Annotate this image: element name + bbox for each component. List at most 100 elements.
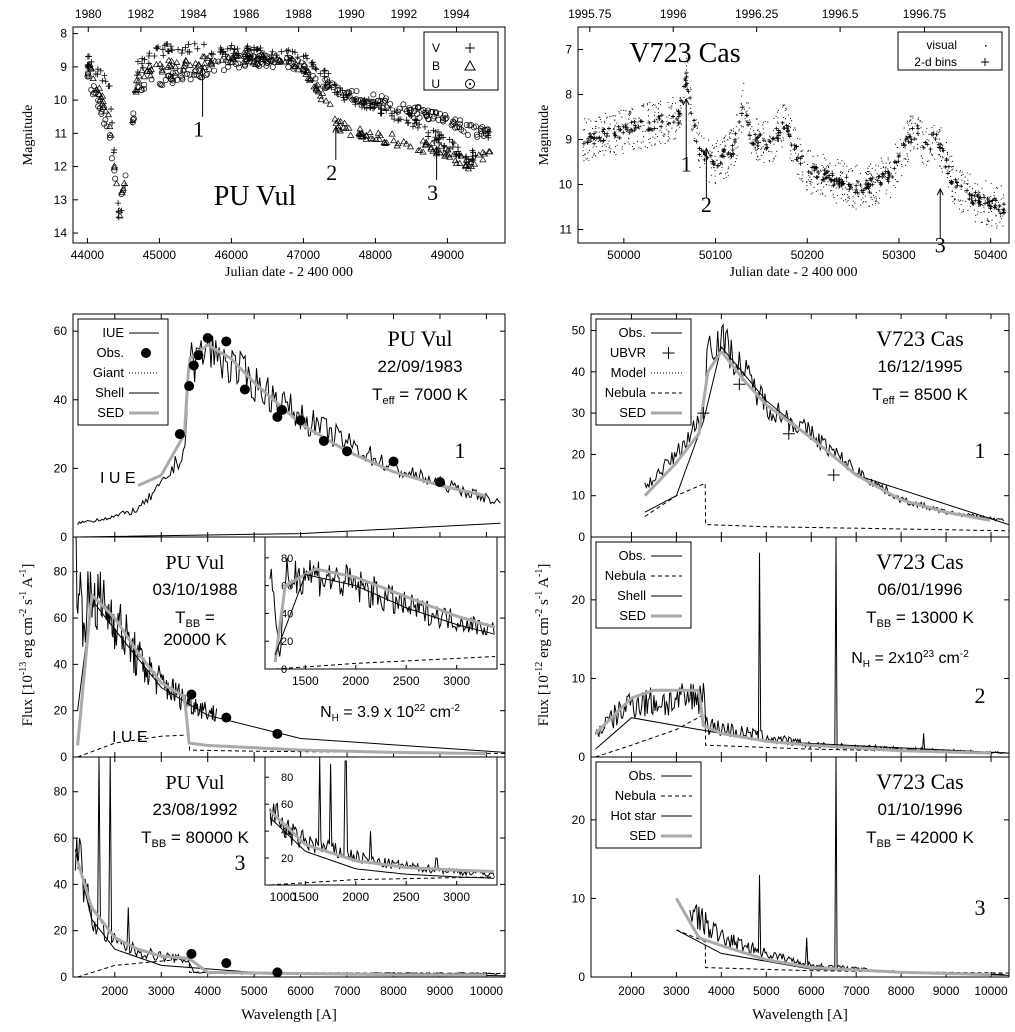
visual-point: [697, 126, 699, 128]
visual-point: [800, 150, 802, 152]
data-point: [298, 59, 305, 66]
data-point: [446, 136, 453, 143]
visual-point: [782, 104, 784, 106]
data-point: [102, 78, 109, 85]
data-point: [100, 102, 108, 109]
visual-point: [588, 159, 590, 161]
visual-point: [657, 112, 659, 114]
data-point: [416, 121, 423, 128]
visual-point: [914, 122, 916, 124]
visual-point: [777, 109, 779, 111]
visual-point: [819, 169, 821, 171]
data-point: [139, 64, 146, 71]
visual-point: [896, 152, 898, 154]
visual-point: [790, 142, 792, 144]
year-tick-label: 1996: [660, 7, 687, 21]
visual-point: [616, 129, 618, 131]
visual-point: [667, 139, 669, 141]
visual-point: [875, 191, 877, 193]
data-point: [191, 68, 198, 75]
visual-point: [666, 116, 668, 118]
visual-point: [998, 210, 1000, 212]
visual-point: [952, 195, 954, 197]
data-point: [437, 142, 445, 149]
visual-point: [748, 133, 750, 135]
bin-point: [684, 81, 689, 86]
visual-point: [591, 156, 593, 158]
visual-point: [656, 136, 658, 138]
data-point: [337, 118, 345, 125]
bin-point: [697, 152, 702, 157]
data-point: [256, 53, 263, 60]
data-point: [220, 67, 227, 74]
bin-point: [886, 175, 891, 180]
visual-point: [763, 122, 765, 124]
visual-point: [986, 202, 988, 204]
visual-point: [643, 136, 645, 138]
data-point: [251, 44, 258, 51]
visual-point: [694, 137, 696, 139]
y-tick-label: 60: [54, 831, 68, 845]
visual-point: [983, 210, 985, 212]
visual-point: [711, 152, 713, 154]
x-tick-label: 50000: [607, 248, 641, 262]
data-point: [317, 70, 324, 77]
visual-point: [809, 180, 811, 182]
visual-point: [729, 137, 731, 139]
visual-point: [942, 151, 944, 153]
visual-point: [777, 121, 779, 123]
iue-label: I U E: [100, 470, 136, 487]
visual-point: [719, 173, 721, 175]
bin-point: [753, 138, 758, 143]
visual-point: [609, 150, 611, 152]
data-point: [193, 72, 200, 78]
data-point: [332, 119, 340, 126]
data-point: [450, 140, 457, 147]
data-point: [402, 140, 411, 147]
y-tick-label: 11: [560, 223, 573, 237]
data-point: [380, 138, 389, 145]
visual-point: [865, 171, 867, 173]
visual-point: [600, 136, 602, 138]
data-point: [158, 63, 166, 70]
visual-point: [889, 161, 891, 163]
visual-point: [794, 147, 796, 149]
data-point: [433, 110, 440, 117]
visual-point: [806, 185, 808, 187]
data-point: [147, 72, 155, 79]
legend-label: Model: [611, 365, 647, 380]
bin-point: [761, 138, 766, 143]
visual-point: [950, 175, 952, 177]
data-point: [199, 53, 207, 60]
bin-point: [847, 187, 852, 192]
data-point: [357, 97, 364, 103]
visual-point: [921, 145, 923, 147]
visual-point: [993, 195, 995, 197]
visual-point: [860, 199, 862, 201]
y-tick-label: 20: [54, 704, 68, 718]
visual-point: [642, 130, 644, 132]
visual-point: [655, 133, 657, 135]
inset-star: [269, 817, 494, 879]
visual-point: [584, 118, 586, 120]
data-point: [106, 83, 113, 90]
visual-point: [621, 123, 623, 125]
visual-point: [987, 220, 989, 222]
bin-point: [1001, 210, 1006, 215]
data-point: [89, 74, 97, 81]
bin-point: [837, 184, 842, 189]
visual-point: [691, 130, 693, 132]
data-point: [211, 57, 219, 64]
y-tick-label: 9: [60, 60, 67, 74]
year-tick-label: 1980: [75, 7, 102, 21]
bin-point: [623, 122, 628, 127]
visual-point: [661, 131, 663, 133]
visual-point: [940, 160, 942, 162]
x-tick-label: 50300: [882, 248, 916, 262]
visual-point: [959, 200, 961, 202]
legend-marker: [981, 58, 989, 66]
data-point: [88, 86, 95, 93]
inset-y-label: 60: [281, 799, 293, 811]
visual-point: [941, 168, 943, 170]
nebula-curve: [595, 712, 1009, 757]
